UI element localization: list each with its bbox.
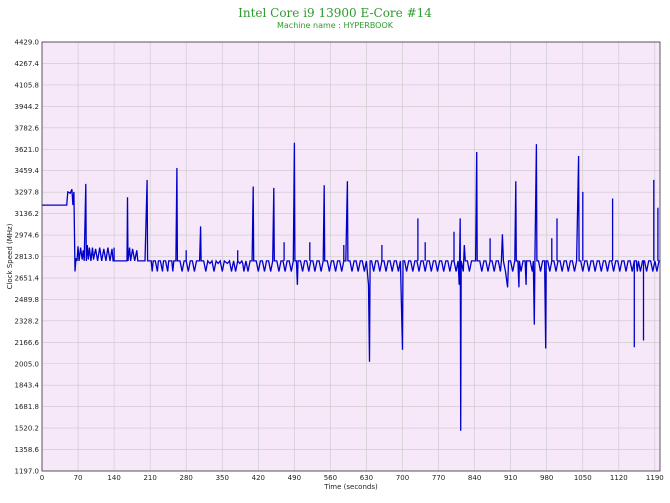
x-tick-label: 1190 [646,474,664,482]
clock-speed-series-line [42,142,660,431]
x-tick-label: 840 [468,474,481,482]
y-tick-label: 3459.4 [15,167,40,175]
x-tick-label: 630 [360,474,373,482]
plot-border [41,41,661,472]
y-tick-label: 4105.8 [15,81,40,89]
x-tick-label: 70 [74,474,83,482]
y-tick-label: 2166.6 [15,339,40,347]
x-tick-label: 700 [396,474,409,482]
y-tick-label: 2974.6 [15,232,40,240]
y-axis-label: Clock Speed (MHz) [6,223,14,289]
x-tick-label: 350 [216,474,229,482]
y-tick-label: 2813.0 [15,253,40,261]
x-tick-label: 140 [107,474,120,482]
y-tick-label: 2651.4 [15,274,40,282]
x-tick-label: 770 [432,474,445,482]
y-tick-label: 2005.0 [15,360,40,368]
y-tick-label: 1358.6 [15,446,40,454]
y-tick-label: 3136.2 [15,210,40,218]
y-tick-label: 2328.2 [15,317,40,325]
y-tick-label: 3621.0 [15,146,40,154]
y-tick-label: 1843.4 [15,382,40,390]
y-tick-label: 2489.8 [15,296,40,304]
x-axis-label: Time (seconds) [323,483,378,491]
y-tick-label: 1520.2 [15,425,40,433]
y-tick-label: 1197.0 [15,468,40,476]
x-tick-label: 280 [180,474,193,482]
grid-lines [41,41,660,472]
x-tick-label: 210 [143,474,156,482]
x-axis-ticks: 0 70 140 210 280 350 420 490 560 630 700 770 840 910 9… [40,474,664,482]
y-axis-ticks: 1197.0 1358.6 1520.2 1681.8 1843.4 2005.0 2166… [15,39,40,476]
y-tick-label: 3297.8 [15,189,40,197]
x-tick-label: 420 [252,474,265,482]
chart-title: Intel Core i9 13900 E-Core #14 [238,6,432,20]
y-tick-label: 4267.4 [15,60,40,68]
x-tick-label: 490 [288,474,301,482]
y-tick-label: 3944.2 [15,103,40,111]
x-tick-label: 910 [504,474,517,482]
y-tick-label: 1681.8 [15,403,40,411]
x-tick-label: 560 [324,474,337,482]
y-tick-label: 3782.6 [15,124,40,132]
y-tick-label: 4429.0 [15,39,40,47]
x-tick-label: 1050 [574,474,592,482]
x-tick-label: 980 [540,474,553,482]
x-tick-label: 0 [40,474,44,482]
x-tick-label: 1120 [610,474,628,482]
chart-subtitle: Machine name : HYPERBOOK [276,21,394,30]
